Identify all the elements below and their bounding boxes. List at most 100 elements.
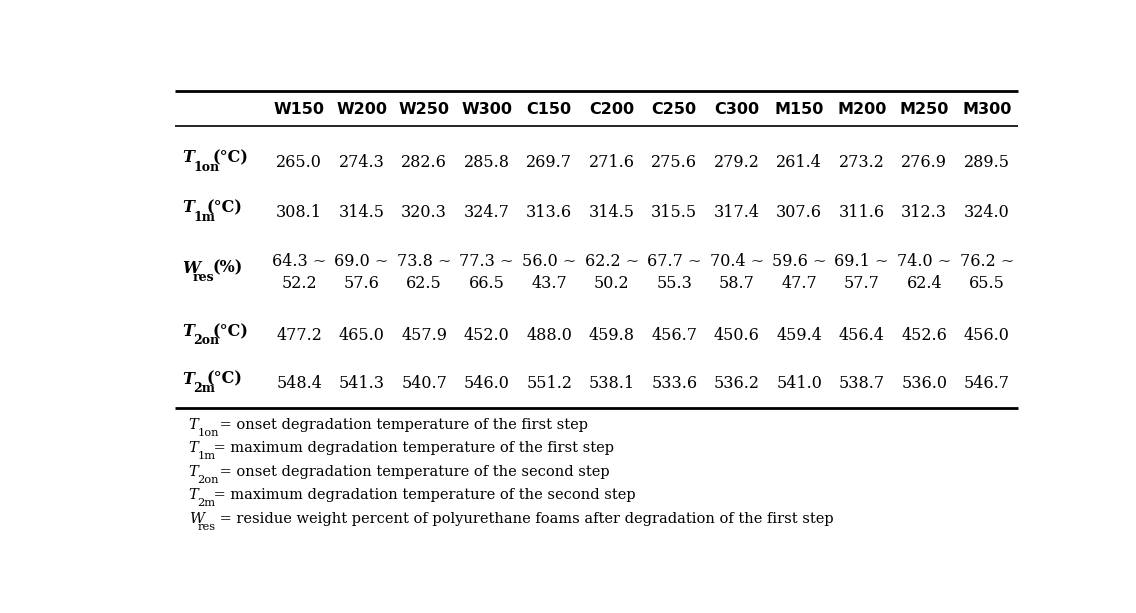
Text: = onset degradation temperature of the second step: = onset degradation temperature of the s… — [215, 465, 609, 479]
Text: 465.0: 465.0 — [339, 327, 385, 345]
Text: 307.6: 307.6 — [776, 204, 822, 221]
Text: = onset degradation temperature of the first step: = onset degradation temperature of the f… — [215, 417, 587, 432]
Text: 59.6 ~
47.7: 59.6 ~ 47.7 — [772, 253, 827, 292]
Text: 69.0 ~
57.6: 69.0 ~ 57.6 — [334, 253, 389, 292]
Text: 450.6: 450.6 — [713, 327, 760, 345]
Text: T: T — [183, 323, 194, 340]
Text: C300: C300 — [715, 102, 759, 117]
Text: 456.4: 456.4 — [838, 327, 885, 345]
Text: W250: W250 — [399, 102, 450, 117]
Text: (%): (%) — [212, 260, 243, 276]
Text: M200: M200 — [837, 102, 886, 117]
Text: 74.0 ~
62.4: 74.0 ~ 62.4 — [897, 253, 951, 292]
Text: 317.4: 317.4 — [713, 204, 760, 221]
Text: 536.0: 536.0 — [901, 375, 947, 392]
Text: 488.0: 488.0 — [526, 327, 573, 345]
Text: 459.8: 459.8 — [588, 327, 635, 345]
Text: 279.2: 279.2 — [713, 154, 760, 171]
Text: 314.5: 314.5 — [588, 204, 635, 221]
Text: 456.0: 456.0 — [963, 327, 1010, 345]
Text: 64.3 ~
52.2: 64.3 ~ 52.2 — [272, 253, 326, 292]
Text: 269.7: 269.7 — [526, 154, 573, 171]
Text: 320.3: 320.3 — [401, 204, 448, 221]
Text: 1m: 1m — [193, 211, 215, 224]
Text: 540.7: 540.7 — [401, 375, 448, 392]
Text: (°C): (°C) — [212, 323, 249, 340]
Text: M150: M150 — [775, 102, 824, 117]
Text: 324.0: 324.0 — [963, 204, 1010, 221]
Text: T: T — [183, 371, 194, 387]
Text: 477.2: 477.2 — [276, 327, 323, 345]
Text: 261.4: 261.4 — [776, 154, 822, 171]
Text: T: T — [183, 150, 194, 166]
Text: 2m: 2m — [198, 498, 216, 508]
Text: 69.1 ~
57.7: 69.1 ~ 57.7 — [835, 253, 889, 292]
Text: = residue weight percent of polyurethane foams after degradation of the first st: = residue weight percent of polyurethane… — [215, 512, 834, 526]
Text: 538.1: 538.1 — [588, 375, 635, 392]
Text: 282.6: 282.6 — [401, 154, 448, 171]
Text: 315.5: 315.5 — [651, 204, 698, 221]
Text: T: T — [189, 441, 199, 455]
Text: M300: M300 — [962, 102, 1011, 117]
Text: 314.5: 314.5 — [339, 204, 385, 221]
Text: 271.6: 271.6 — [588, 154, 635, 171]
Text: 56.0 ~
43.7: 56.0 ~ 43.7 — [523, 253, 576, 292]
Text: 452.0: 452.0 — [463, 327, 510, 345]
Text: 62.2 ~
50.2: 62.2 ~ 50.2 — [585, 253, 638, 292]
Text: 2m: 2m — [193, 382, 215, 395]
Text: res: res — [193, 271, 215, 284]
Text: 1m: 1m — [198, 451, 216, 461]
Text: 70.4 ~
58.7: 70.4 ~ 58.7 — [710, 253, 763, 292]
Text: 452.6: 452.6 — [901, 327, 947, 345]
Text: W: W — [183, 260, 200, 276]
Text: T: T — [183, 199, 194, 216]
Text: 77.3 ~
66.5: 77.3 ~ 66.5 — [459, 253, 513, 292]
Text: 76.2 ~
65.5: 76.2 ~ 65.5 — [960, 253, 1014, 292]
Text: 2on: 2on — [193, 335, 219, 348]
Text: 308.1: 308.1 — [276, 204, 323, 221]
Text: (°C): (°C) — [212, 150, 249, 166]
Text: 548.4: 548.4 — [276, 375, 323, 392]
Text: 538.7: 538.7 — [838, 375, 885, 392]
Text: (°C): (°C) — [207, 371, 242, 387]
Text: 1on: 1on — [198, 428, 219, 438]
Text: T: T — [189, 417, 199, 432]
Text: W200: W200 — [336, 102, 387, 117]
Text: T: T — [189, 465, 199, 479]
Text: 541.3: 541.3 — [339, 375, 385, 392]
Text: = maximum degradation temperature of the first step: = maximum degradation temperature of the… — [209, 441, 613, 455]
Text: W300: W300 — [461, 102, 512, 117]
Text: 546.7: 546.7 — [963, 375, 1010, 392]
Text: 275.6: 275.6 — [651, 154, 698, 171]
Text: 313.6: 313.6 — [526, 204, 573, 221]
Text: 541.0: 541.0 — [776, 375, 822, 392]
Text: 533.6: 533.6 — [651, 375, 698, 392]
Text: 536.2: 536.2 — [713, 375, 760, 392]
Text: 285.8: 285.8 — [463, 154, 510, 171]
Text: 551.2: 551.2 — [526, 375, 573, 392]
Text: C250: C250 — [652, 102, 696, 117]
Text: 289.5: 289.5 — [963, 154, 1010, 171]
Text: 273.2: 273.2 — [838, 154, 885, 171]
Text: C150: C150 — [527, 102, 571, 117]
Text: res: res — [198, 522, 216, 532]
Text: 312.3: 312.3 — [901, 204, 947, 221]
Text: 459.4: 459.4 — [776, 327, 822, 345]
Text: W: W — [189, 512, 203, 526]
Text: C200: C200 — [590, 102, 634, 117]
Text: 265.0: 265.0 — [276, 154, 323, 171]
Text: W150: W150 — [274, 102, 325, 117]
Text: 456.7: 456.7 — [651, 327, 698, 345]
Text: 457.9: 457.9 — [401, 327, 448, 345]
Text: M250: M250 — [900, 102, 949, 117]
Text: (°C): (°C) — [207, 199, 242, 216]
Text: 2on: 2on — [198, 475, 219, 485]
Text: 67.7 ~
55.3: 67.7 ~ 55.3 — [646, 253, 701, 292]
Text: 274.3: 274.3 — [339, 154, 385, 171]
Text: 311.6: 311.6 — [838, 204, 885, 221]
Text: 546.0: 546.0 — [463, 375, 510, 392]
Text: 1on: 1on — [193, 161, 219, 174]
Text: T: T — [189, 489, 199, 502]
Text: 324.7: 324.7 — [463, 204, 510, 221]
Text: 276.9: 276.9 — [901, 154, 947, 171]
